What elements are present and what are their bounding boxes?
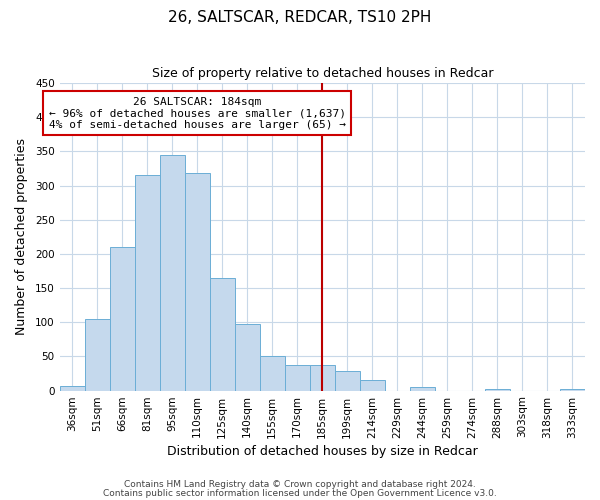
Bar [285, 366, 310, 390]
Bar [110, 247, 134, 390]
Text: 26, SALTSCAR, REDCAR, TS10 2PH: 26, SALTSCAR, REDCAR, TS10 2PH [169, 10, 431, 25]
Bar [185, 174, 209, 390]
Title: Size of property relative to detached houses in Redcar: Size of property relative to detached ho… [152, 68, 493, 80]
Bar [560, 388, 585, 390]
Bar [134, 176, 160, 390]
Bar [360, 380, 385, 390]
Bar [410, 387, 435, 390]
Bar [235, 324, 260, 390]
Bar [310, 366, 335, 390]
Y-axis label: Number of detached properties: Number of detached properties [15, 138, 28, 336]
Text: 26 SALTSCAR: 184sqm
← 96% of detached houses are smaller (1,637)
4% of semi-deta: 26 SALTSCAR: 184sqm ← 96% of detached ho… [49, 96, 346, 130]
Bar [85, 319, 110, 390]
Text: Contains HM Land Registry data © Crown copyright and database right 2024.: Contains HM Land Registry data © Crown c… [124, 480, 476, 489]
X-axis label: Distribution of detached houses by size in Redcar: Distribution of detached houses by size … [167, 444, 478, 458]
Bar [209, 278, 235, 390]
Bar [335, 371, 360, 390]
Bar [260, 356, 285, 390]
Text: Contains public sector information licensed under the Open Government Licence v3: Contains public sector information licen… [103, 489, 497, 498]
Bar [59, 386, 85, 390]
Bar [160, 155, 185, 390]
Bar [485, 388, 510, 390]
